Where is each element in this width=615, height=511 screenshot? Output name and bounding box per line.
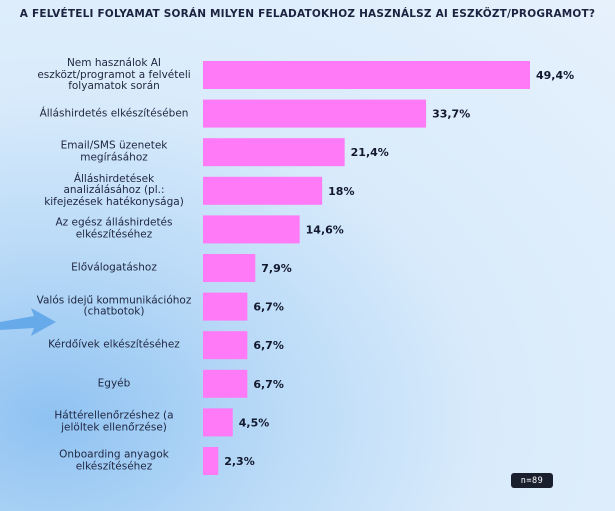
category-label-8: Egyéb (97, 377, 131, 390)
category-label-3: Álláshirdetések analizálásához (pl.: kif… (44, 172, 184, 208)
value-label-0: 49,4% (536, 69, 574, 82)
bar-2 (203, 138, 345, 167)
category-label-0: Nem használok AI eszközt/programot a fel… (37, 56, 191, 92)
category-label-6: Valós idejű kommunikációhoz (chatbotok) (36, 294, 192, 318)
category-label-10: Onboarding anyagok elkészítéséhez (59, 448, 169, 472)
bar-7 (203, 331, 248, 360)
bar-1 (203, 99, 427, 128)
bar-4 (203, 215, 300, 244)
category-label-4: Az egész álláshirdetés elkészítéséhez (55, 216, 173, 241)
bar-6 (203, 292, 248, 321)
bar-0 (203, 61, 530, 89)
value-label-7: 6,7% (253, 339, 284, 352)
bar-3 (203, 176, 323, 205)
bar-5 (203, 254, 256, 282)
bar-8 (203, 369, 248, 398)
value-label-3: 18% (328, 185, 354, 198)
bar-9 (203, 408, 233, 437)
sample-size-badge: n=89 (511, 473, 553, 488)
value-label-10: 2,3% (224, 455, 255, 468)
value-label-4: 14,6% (306, 223, 344, 236)
value-label-9: 4,5% (239, 416, 270, 429)
value-label-1: 33,7% (432, 108, 470, 121)
bar-10 (203, 447, 219, 475)
category-label-9: Háttérellenőrzéshez (a jelöltek ellenőrz… (54, 409, 174, 434)
arrow-right-icon (0, 308, 56, 336)
category-label-2: Email/SMS üzenetek megírásához (60, 139, 168, 164)
value-label-2: 21,4% (351, 146, 389, 159)
category-label-1: Álláshirdetés elkészítésében (39, 106, 189, 119)
value-label-5: 7,9% (261, 262, 292, 275)
chart-title: A FELVÉTELI FOLYAMAT SORÁN MILYEN FELADA… (19, 8, 596, 20)
category-label-7: Kérdőívek elkészítéséhez (48, 338, 180, 351)
value-label-8: 6,7% (253, 378, 284, 391)
value-label-6: 6,7% (253, 301, 284, 314)
category-label-5: Előválogatáshoz (71, 261, 157, 274)
